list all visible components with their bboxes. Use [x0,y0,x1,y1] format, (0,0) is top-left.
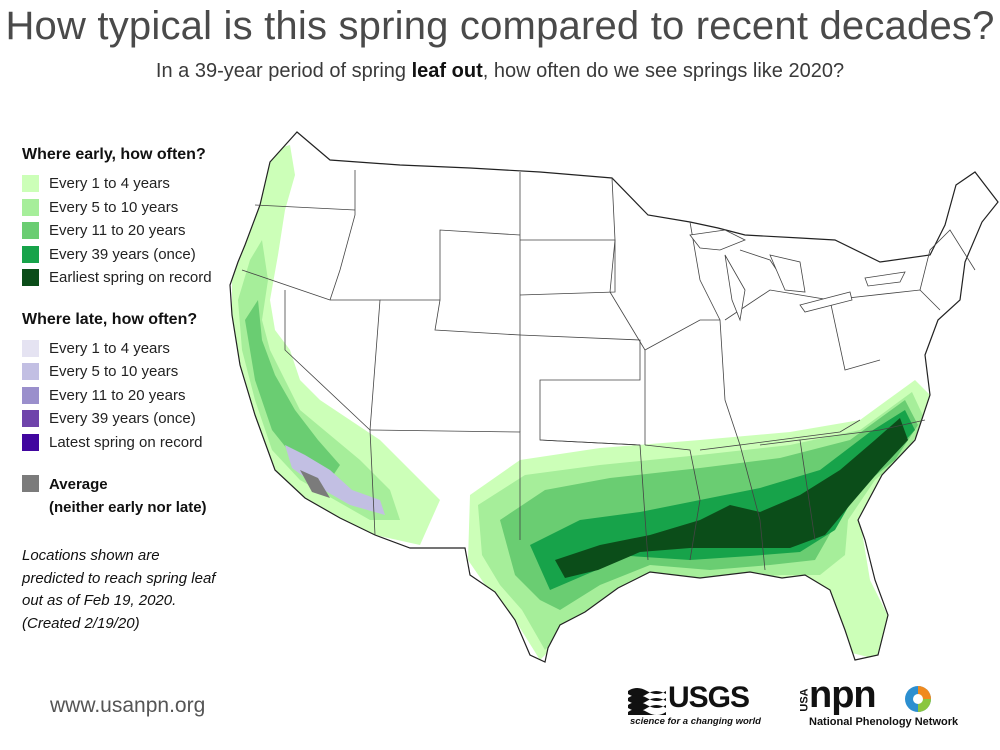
us-outline [229,131,999,663]
npn-leaf-icon [905,686,931,712]
late-legend-item: Latest spring on record [22,431,272,455]
late-legend-label: Every 1 to 4 years [49,339,170,357]
state-boundaries [241,170,976,571]
subtitle-highlight: leaf out [411,60,483,82]
early-legend-item: Earliest spring on record [22,266,272,290]
early-legend-item: Every 5 to 10 years [22,196,272,220]
state-line-tn-north [739,419,861,446]
state-line-sd-ne [519,239,616,296]
region-west-early-5-10 [238,240,400,520]
map-note: Locations shown are predicted to reach s… [22,545,252,635]
state-line-wa-or [254,204,356,211]
map-subtitle: In a 39-year period of spring leaf out, … [0,60,1000,83]
early-legend-item: Every 39 years (once) [22,243,272,267]
lake-erie [799,291,853,313]
note-line: (Created 2/19/20) [22,614,140,632]
state-line-or-ca [241,269,331,301]
average-legend-item: Average (neither early nor late) [22,473,272,519]
npn-tagline: National Phenology Network [809,716,959,728]
late-legend-label: Every 11 to 20 years [49,386,186,404]
website-link[interactable]: www.usanpn.org [50,694,206,717]
early-legend-label: Earliest spring on record [49,269,212,287]
subtitle-text-start: In a 39-year period of spring [155,60,412,82]
lake-ontario [864,271,906,287]
early-legend-label: Every 1 to 4 years [49,175,170,193]
state-line-nv-ut [330,299,381,536]
note-line: predicted to reach spring leaf [22,569,216,587]
usgs-logo: USGS science for a changing world [628,681,761,729]
late-swatch-4 [22,410,39,428]
great-lakes [689,229,906,322]
late-legend-heading: Where late, how often? [22,310,198,328]
early-swatch-1 [22,175,39,193]
note-line: out as of Feb 19, 2020. [22,592,177,609]
early-swatch-3 [22,222,39,240]
usanpn-logo: USA npn National Phenology Network [795,674,959,732]
early-legend-item: Every 1 to 4 years [22,172,272,196]
lake-michigan [724,254,746,322]
map-title: How typical is this spring compared to r… [5,4,995,48]
average-label: Average [49,476,108,493]
early-legend-heading: Where early, how often? [22,146,206,163]
late-legend-item: Every 1 to 4 years [22,337,272,361]
late-swatch-2 [22,363,39,381]
early-legend-item: Every 11 to 20 years [22,219,272,243]
late-legend-item: Every 11 to 20 years [22,384,272,408]
early-swatch-5 [22,269,39,287]
state-line-nc-sc [799,419,926,441]
state-line-ca-nv [284,290,371,431]
early-swatch-2 [22,198,39,216]
state-line-tx-north [539,439,649,561]
npn-wordmark: npn [809,674,877,716]
state-line-id-west [329,170,356,301]
region-earliest-record [555,418,908,578]
region-west-early-11-20 [245,300,340,480]
lake-huron [769,254,806,293]
state-line-wi [689,221,721,321]
late-legend-label: Latest spring on record [49,433,203,451]
average-swatch [22,475,39,492]
early-legend-list: Every 1 to 4 years Every 5 to 10 years E… [22,172,272,290]
late-legend-label: Every 39 years (once) [49,410,196,428]
late-legend-item: Every 39 years (once) [22,407,272,431]
early-legend-label: Every 11 to 20 years [49,222,186,240]
subtitle-text-end: , how often do we see springs like 2020? [482,60,845,82]
late-swatch-3 [22,386,39,404]
late-legend-label: Every 5 to 10 years [49,363,179,381]
late-legend-list: Every 1 to 4 years Every 5 to 10 years E… [22,337,272,455]
state-line-ut-wy [380,229,521,301]
usgs-wave-icon [628,688,666,715]
us-leaf-out-map [229,131,999,663]
early-legend-label: Every 5 to 10 years [49,198,179,216]
late-swatch-5 [22,433,39,451]
early-legend-label: Every 39 years (once) [49,245,196,263]
lake-superior [689,229,746,251]
leaf-out-shading [230,132,998,662]
usgs-wordmark: USGS [668,681,750,714]
late-swatch-1 [22,339,39,357]
state-line-ny-ne [919,229,976,291]
average-legend-text: Average (neither early nor late) [49,473,207,519]
usgs-tagline: science for a changing world [630,716,761,727]
region-west-average [300,470,330,498]
region-west-late-5-10 [285,445,385,515]
state-line-ms-al [699,444,766,571]
state-line-mn-ia-mo [609,177,646,445]
state-line-ar-la [644,444,701,561]
early-swatch-4 [22,245,39,263]
note-line: Locations shown are [22,547,160,564]
map-legend: Where early, how often? Every 1 to 4 yea… [22,146,272,519]
state-line-co [434,299,521,432]
average-sublabel: (neither early nor late) [49,499,207,516]
late-legend-item: Every 5 to 10 years [22,360,272,384]
